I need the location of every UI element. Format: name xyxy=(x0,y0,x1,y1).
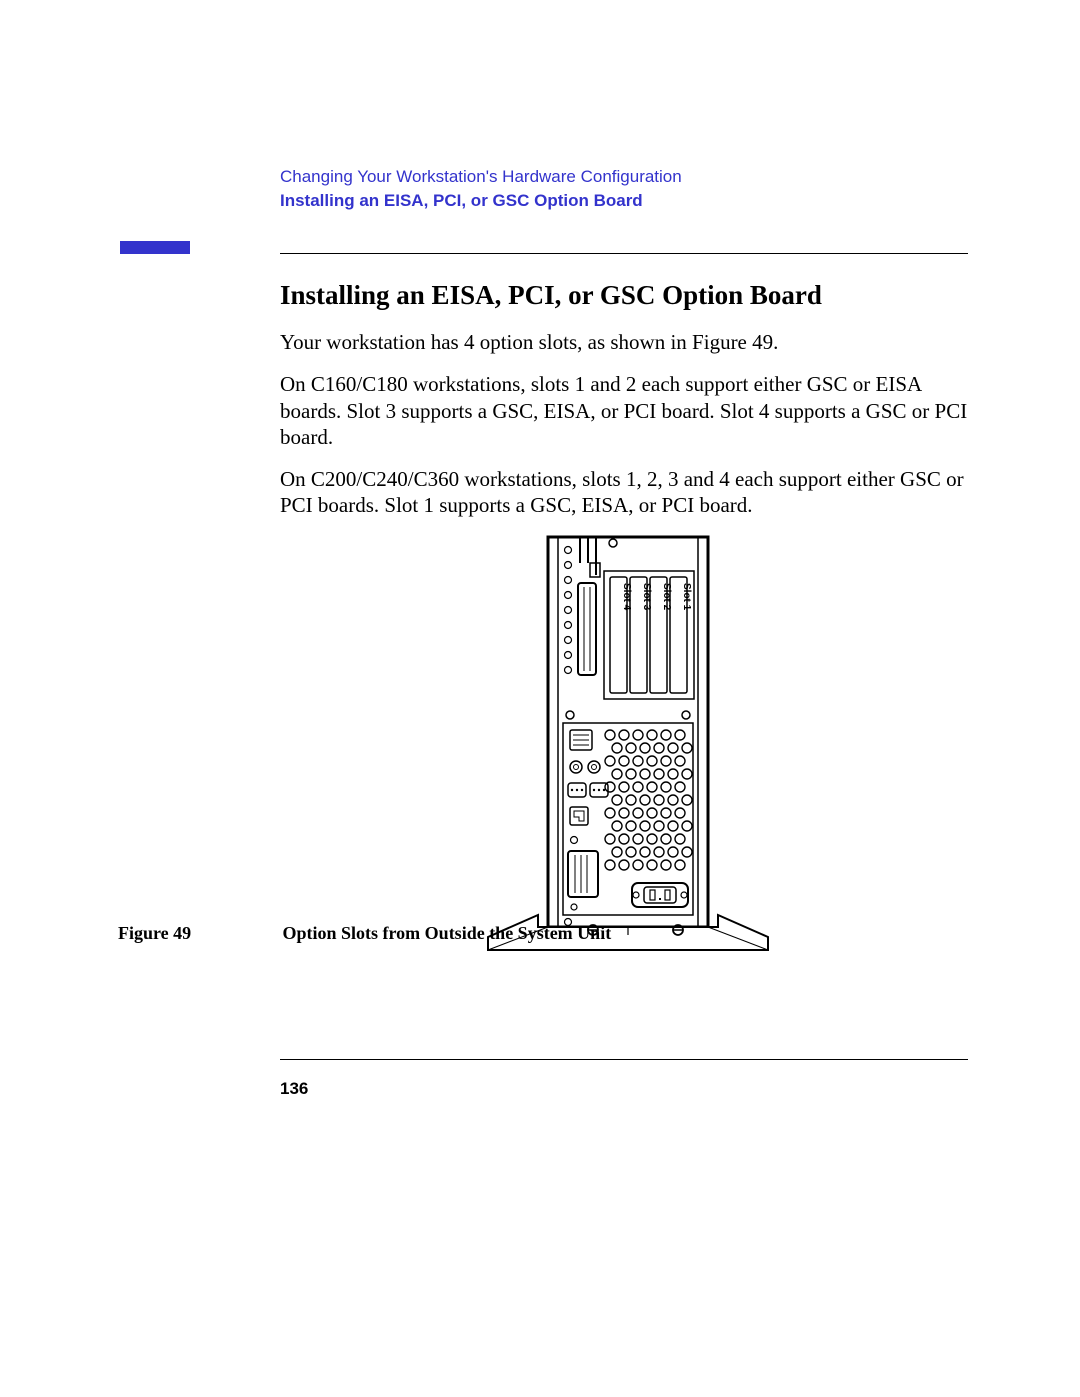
document-page: Changing Your Workstation's Hardware Con… xyxy=(0,0,1080,1397)
page-number: 136 xyxy=(280,1079,308,1099)
slot-4-label: Slot 4 xyxy=(621,583,632,611)
figure-caption-text: Option Slots from Outside the System Uni… xyxy=(283,923,612,943)
accent-tab xyxy=(120,241,190,254)
paragraph-1: Your workstation has 4 option slots, as … xyxy=(280,329,975,355)
svg-text:Slot 2: Slot 2 xyxy=(661,583,672,611)
slot-1-label: Slot 1 xyxy=(681,583,692,611)
page-title: Installing an EISA, PCI, or GSC Option B… xyxy=(280,280,975,311)
breadcrumb-section: Installing an EISA, PCI, or GSC Option B… xyxy=(280,189,682,213)
system-unit-diagram: Slot 4 Slot 3 Slot 2 Slot 1 xyxy=(478,535,778,955)
breadcrumb: Changing Your Workstation's Hardware Con… xyxy=(280,165,682,213)
rule-top xyxy=(280,253,968,254)
figure-49: Slot 4 Slot 3 Slot 2 Slot 1 xyxy=(280,535,975,960)
svg-text:Slot 1: Slot 1 xyxy=(681,583,692,611)
slot-3-label: Slot 3 xyxy=(641,583,652,611)
slot-2-label: Slot 2 xyxy=(661,583,672,611)
paragraph-2: On C160/C180 workstations, slots 1 and 2… xyxy=(280,371,975,450)
figure-label: Figure 49 xyxy=(118,923,278,944)
svg-text:Slot 3: Slot 3 xyxy=(641,583,652,611)
rule-bottom xyxy=(280,1059,968,1060)
main-content: Installing an EISA, PCI, or GSC Option B… xyxy=(280,270,975,960)
breadcrumb-chapter: Changing Your Workstation's Hardware Con… xyxy=(280,165,682,189)
svg-text:Slot 4: Slot 4 xyxy=(621,583,632,611)
paragraph-3: On C200/C240/C360 workstations, slots 1,… xyxy=(280,466,975,519)
figure-caption: Figure 49 Option Slots from Outside the … xyxy=(118,923,968,944)
